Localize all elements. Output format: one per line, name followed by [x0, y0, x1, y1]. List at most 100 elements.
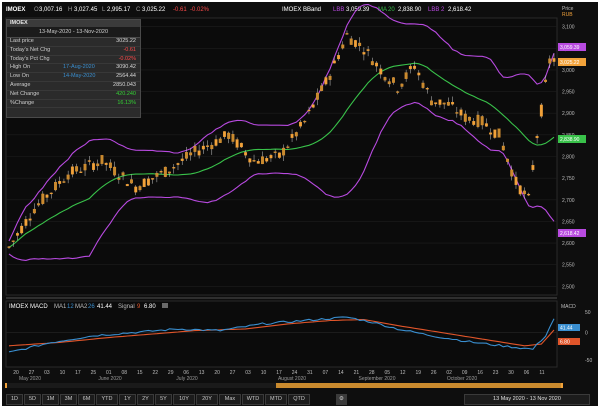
candle-body [299, 121, 302, 127]
date-tick-label: 10 [60, 370, 66, 376]
macd-label: IMOEX MACD [9, 304, 48, 310]
candle-body [531, 165, 535, 170]
period-button-max[interactable]: Max [219, 394, 241, 405]
ma-label: MA [378, 7, 387, 13]
candle-body [311, 104, 315, 108]
period-button-ytd[interactable]: YTD [96, 394, 118, 405]
date-tick-label: 29 [168, 370, 174, 376]
candle-body [489, 132, 493, 135]
bollinger-bands [8, 3, 555, 261]
period-button-2y[interactable]: 2Y [137, 394, 154, 405]
high-label: H [68, 7, 72, 13]
candle-body [11, 240, 15, 242]
date-tick-label: 28 [369, 370, 375, 376]
lbb2-period: 2 [441, 7, 445, 13]
candle-body [417, 72, 421, 76]
candle-body [256, 161, 260, 164]
candle-body [480, 116, 484, 126]
macd-value: 41.44 [97, 304, 113, 310]
macd-tick-label: 50 [585, 310, 591, 316]
candle-body [227, 132, 231, 139]
price-tick-label: 2,500 [562, 284, 575, 290]
candle-body [332, 60, 336, 64]
period-button-20y[interactable]: 20Y [196, 394, 218, 405]
summary-row: Low On 14-May-2020 2564.44 [7, 73, 140, 82]
date-tick-label: 26 [431, 370, 437, 376]
summary-row-value: 16.13% [117, 99, 136, 106]
timeline-scrollbar-thumb[interactable] [276, 383, 561, 388]
period-button-1y[interactable]: 1Y [119, 394, 136, 405]
price-badge-label: 2,838.90 [560, 137, 580, 143]
open-value: 3,007.16 [39, 7, 63, 13]
lbb2-label: LBB [428, 7, 439, 13]
summary-row: High On 17-Aug-2020 3090.42 [7, 64, 140, 74]
summary-row: Today's Net Chg -0.61 [7, 47, 140, 56]
ma-value: 2,838.90 [398, 7, 422, 13]
candle-body [113, 166, 117, 176]
candle-body [151, 178, 155, 180]
candle-body [451, 102, 455, 105]
period-button-1m[interactable]: 1M [42, 394, 59, 405]
price-badge [558, 135, 586, 143]
candle-body [193, 146, 197, 152]
candle-body [396, 91, 400, 93]
candle-body [383, 77, 387, 81]
candle-body [539, 104, 543, 117]
period-button-10y[interactable]: 10Y [173, 394, 195, 405]
candle-body [79, 171, 83, 173]
period-button-3m[interactable]: 3M [60, 394, 77, 405]
macd-tick-label: -50 [585, 358, 592, 364]
candle-body [75, 166, 79, 172]
candle-body [7, 246, 11, 248]
period-button-5y[interactable]: 5Y [155, 394, 172, 405]
period-button-wtd[interactable]: WTD [242, 394, 264, 405]
change-value: -0.61 [173, 7, 187, 13]
signal-line [8, 318, 555, 347]
settings-gear-icon[interactable]: ⚙ [336, 394, 347, 405]
macd-plot-area[interactable] [5, 300, 558, 368]
summary-row-value: 2564.44 [116, 73, 136, 80]
date-tick-label: 06 [183, 370, 189, 376]
candle-body [328, 75, 332, 80]
candle-body [459, 109, 463, 116]
date-tick-label: 06 [524, 370, 530, 376]
date-tick-label: 14 [338, 370, 344, 376]
header-symbol: IMOEX [6, 7, 25, 13]
month-label: August 2020 [278, 376, 306, 382]
candle-body [49, 192, 53, 195]
date-range-display[interactable]: 13 May 2020 - 13 Nov 2020 [464, 394, 590, 405]
candle-body [146, 178, 150, 186]
candle-body [370, 61, 374, 66]
macd-ma1-label: MA1 [54, 304, 67, 310]
price-badge [558, 58, 586, 66]
macd-ma2: 26 [88, 304, 95, 310]
candle-body [446, 101, 450, 106]
candle-body [235, 139, 239, 148]
timeline-left-handle[interactable] [5, 383, 7, 388]
period-button-mtd[interactable]: MTD [265, 394, 287, 405]
candle-body [87, 160, 91, 162]
price-tick-label: 2,650 [562, 219, 575, 225]
moving-average-line [8, 62, 555, 248]
macd-settings-icon[interactable] [162, 303, 168, 308]
macd-badge [558, 324, 580, 331]
candle-body [472, 121, 476, 125]
price-axis-title: Price [562, 6, 574, 12]
date-tick-label: 27 [29, 370, 35, 376]
period-button-1d[interactable]: 1D [6, 394, 23, 405]
signal-badge [558, 338, 580, 345]
period-button-5d[interactable]: 5D [24, 394, 41, 405]
summary-row-label: Average [10, 81, 31, 88]
period-button-6m[interactable]: 6M [78, 394, 95, 405]
timeline-right-handle[interactable] [561, 383, 563, 388]
price-currency: RUB [562, 12, 573, 18]
date-tick-label: 24 [292, 370, 298, 376]
date-tick-label: 22 [152, 370, 158, 376]
candle-body [518, 185, 522, 195]
candle-body [535, 136, 539, 139]
candle-body [189, 152, 193, 156]
price-badge-label: 3,025.22 [560, 60, 580, 66]
price-tick-label: 3,100 [562, 25, 575, 31]
period-button-qtd[interactable]: QTD [288, 394, 310, 405]
